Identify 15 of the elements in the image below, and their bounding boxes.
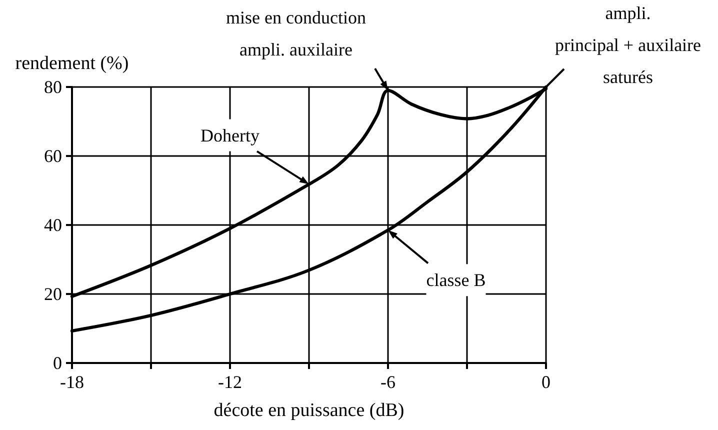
- annotation: mise en conduction ampli. auxilaire: [226, 7, 366, 60]
- y-tick-label: 80: [44, 77, 62, 97]
- y-axis-title: rendement (%): [15, 53, 129, 74]
- annotation: Doherty: [200, 125, 260, 146]
- x-axis-title: décote en puissance (dB): [214, 400, 404, 421]
- y-tick-label: 0: [53, 353, 62, 373]
- y-tick-label: 60: [44, 146, 62, 166]
- y-tick-label: 40: [44, 215, 62, 235]
- x-tick-label: -6: [380, 372, 396, 392]
- annotation: ampli. principal + auxilaire saturés: [554, 3, 702, 87]
- x-tick-label: -18: [60, 372, 84, 392]
- annotation: classe B: [426, 270, 486, 290]
- x-tick-label: 0: [542, 372, 550, 392]
- x-tick-label: -12: [218, 372, 242, 392]
- y-tick-label: 20: [44, 284, 62, 304]
